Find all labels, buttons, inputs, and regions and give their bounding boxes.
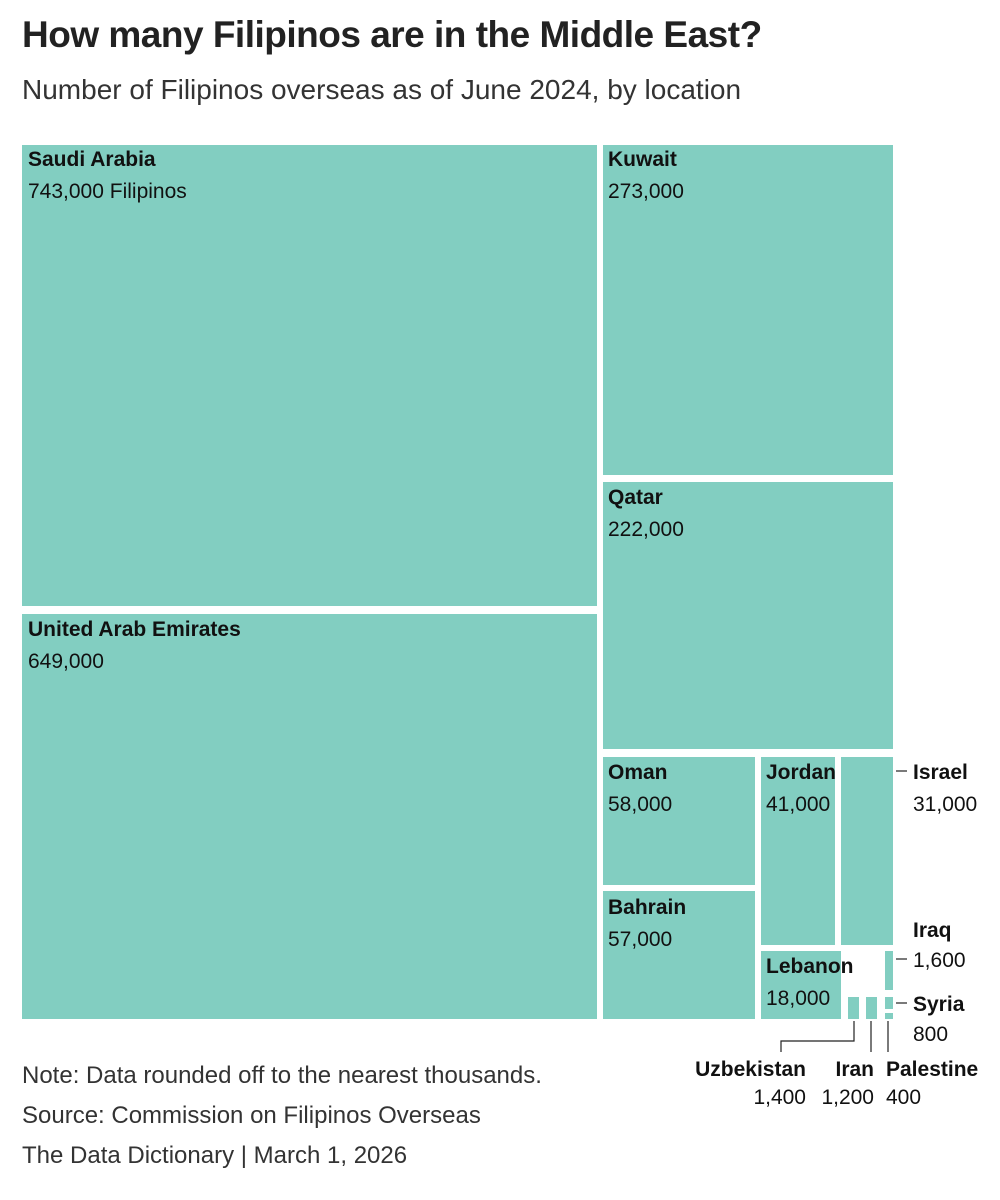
cell-label-united-arab-emirates: United Arab Emirates <box>28 618 241 641</box>
cell-value-saudi-arabia: 743,000 Filipinos <box>28 180 187 203</box>
cell-value-iran: 1,200 <box>821 1086 874 1109</box>
treemap-cell-uzbekistan <box>848 997 859 1019</box>
treemap-cell-israel <box>841 757 893 945</box>
footer-source: Source: Commission on Filipinos Overseas <box>22 1102 481 1129</box>
cell-label-lebanon: Lebanon <box>766 955 854 978</box>
cell-label-iran: Iran <box>835 1058 874 1081</box>
treemap-cell-lebanon <box>761 951 841 1019</box>
cell-value-jordan: 41,000 <box>766 793 830 816</box>
treemap-cell-kuwait <box>603 145 893 475</box>
cell-value-oman: 58,000 <box>608 793 672 816</box>
cell-label-oman: Oman <box>608 761 668 784</box>
footer-note: Note: Data rounded off to the nearest th… <box>22 1062 542 1089</box>
cell-value-united-arab-emirates: 649,000 <box>28 650 104 673</box>
cell-value-qatar: 222,000 <box>608 518 684 541</box>
cell-label-palestine: Palestine <box>886 1058 978 1081</box>
cell-value-bahrain: 57,000 <box>608 928 672 951</box>
cell-value-israel: 31,000 <box>913 793 977 816</box>
cell-label-bahrain: Bahrain <box>608 896 686 919</box>
cell-label-qatar: Qatar <box>608 486 663 509</box>
cell-label-uzbekistan: Uzbekistan <box>695 1058 806 1081</box>
treemap-cell-jordan <box>761 757 835 945</box>
cell-label-israel: Israel <box>913 761 968 784</box>
footer-credit: The Data Dictionary | March 1, 2026 <box>22 1142 408 1169</box>
cell-label-jordan: Jordan <box>766 761 836 784</box>
treemap-cell-united-arab-emirates <box>22 614 597 1019</box>
cell-label-iraq: Iraq <box>913 919 952 942</box>
cell-label-saudi-arabia: Saudi Arabia <box>28 148 156 171</box>
treemap-cell-saudi-arabia <box>22 145 597 606</box>
treemap-cell-palestine <box>885 1013 893 1019</box>
leader-line-uzbekistan <box>780 1021 855 1052</box>
cell-value-lebanon: 18,000 <box>766 987 830 1010</box>
cell-label-kuwait: Kuwait <box>608 148 677 171</box>
cell-value-iraq: 1,600 <box>913 949 966 972</box>
cell-value-syria: 800 <box>913 1023 948 1046</box>
treemap-cell-oman <box>603 757 755 885</box>
treemap-cell-syria <box>885 997 893 1009</box>
treemap-cell-iran <box>866 997 877 1019</box>
treemap-cell-qatar <box>603 482 893 749</box>
chart-title: How many Filipinos are in the Middle Eas… <box>22 14 762 55</box>
treemap-cell-iraq <box>885 951 893 990</box>
cell-value-kuwait: 273,000 <box>608 180 684 203</box>
cell-label-syria: Syria <box>913 993 965 1016</box>
cell-value-uzbekistan: 1,400 <box>753 1086 806 1109</box>
chart-subtitle: Number of Filipinos overseas as of June … <box>22 74 742 105</box>
cell-value-palestine: 400 <box>886 1086 921 1109</box>
treemap-cell-bahrain <box>603 891 755 1019</box>
